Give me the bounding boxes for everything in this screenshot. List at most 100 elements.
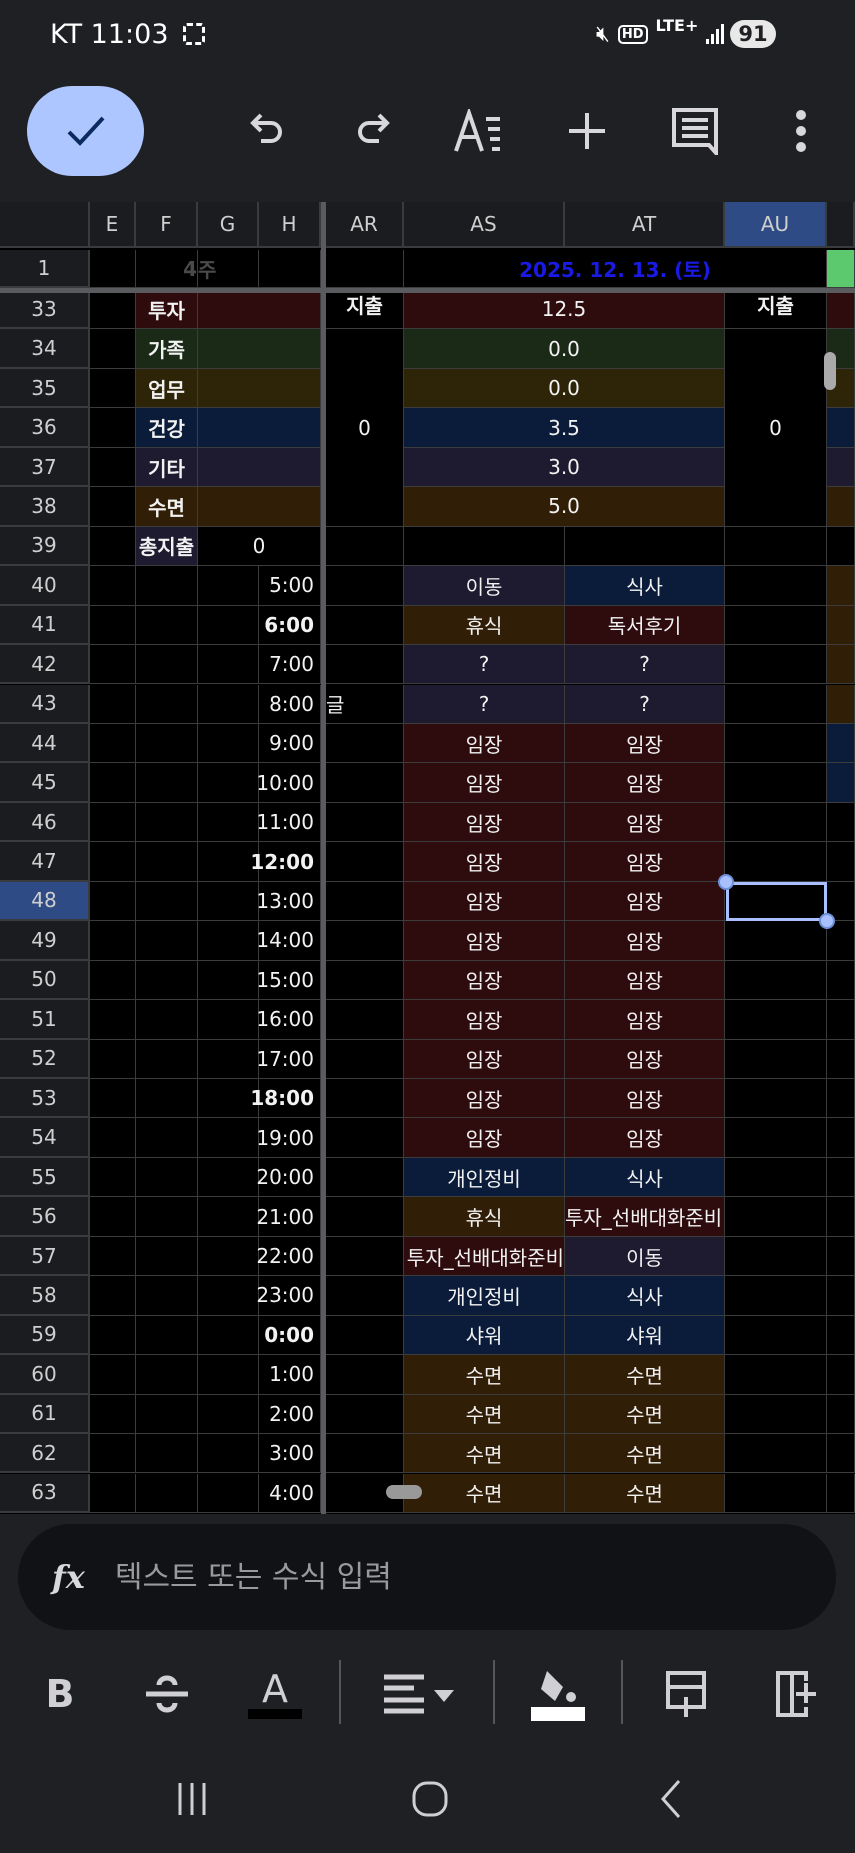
cell[interactable] xyxy=(90,447,136,488)
time-cell[interactable]: 8:00 xyxy=(259,684,321,724)
time-cell[interactable]: 23:00 xyxy=(256,1276,321,1316)
cell[interactable] xyxy=(326,1434,404,1474)
text-color-button[interactable]: A xyxy=(246,1666,304,1722)
time-cell[interactable]: 21:00 xyxy=(256,1197,321,1237)
row-header-51[interactable]: 51 xyxy=(0,1000,90,1040)
time-cell[interactable]: 20:00 xyxy=(256,1157,321,1198)
schedule-cell[interactable]: ? xyxy=(565,645,725,685)
row-header-49[interactable]: 49 xyxy=(0,921,90,961)
schedule-cell[interactable]: 임장 xyxy=(565,1118,725,1158)
cell[interactable] xyxy=(198,1394,259,1435)
cell[interactable] xyxy=(326,1000,404,1040)
cell[interactable] xyxy=(198,881,259,922)
cell[interactable] xyxy=(198,645,259,685)
cell[interactable] xyxy=(136,1473,198,1513)
cell[interactable] xyxy=(827,763,855,803)
cell[interactable] xyxy=(90,605,136,646)
column-header-f[interactable]: F xyxy=(136,202,198,248)
cell[interactable] xyxy=(198,723,259,764)
schedule-cell[interactable]: 투자_선배대화준비 xyxy=(404,1236,565,1277)
cell[interactable] xyxy=(827,1079,855,1119)
cell[interactable] xyxy=(326,1039,404,1079)
row-header-58[interactable]: 58 xyxy=(0,1276,90,1316)
time-cell[interactable]: 13:00 xyxy=(256,881,321,922)
cell[interactable] xyxy=(90,1236,136,1277)
schedule-cell[interactable]: 임장 xyxy=(404,960,565,1001)
cell[interactable] xyxy=(198,605,259,646)
cell[interactable] xyxy=(326,723,404,764)
schedule-cell[interactable]: ? xyxy=(565,684,725,724)
row-header-57[interactable]: 57 xyxy=(0,1236,90,1277)
time-cell[interactable]: 9:00 xyxy=(259,723,321,764)
recent-apps-button[interactable] xyxy=(170,1772,214,1826)
week-label-cell[interactable]: 주 xyxy=(198,250,259,288)
cell[interactable] xyxy=(198,921,259,961)
category-hours[interactable]: 5.0 xyxy=(404,487,725,527)
category-label[interactable]: 투자 xyxy=(136,290,198,330)
category-label[interactable]: 기타 xyxy=(136,447,198,488)
expense-header[interactable]: 지출 xyxy=(326,290,404,330)
row-header-46[interactable]: 46 xyxy=(0,802,90,843)
schedule-cell[interactable]: 수면 xyxy=(404,1355,565,1395)
schedule-cell[interactable]: ? xyxy=(404,645,565,685)
cell[interactable] xyxy=(198,447,321,488)
align-button[interactable] xyxy=(380,1666,460,1722)
cell[interactable] xyxy=(90,645,136,685)
schedule-cell[interactable]: 임장 xyxy=(404,842,565,882)
cell[interactable] xyxy=(725,1000,827,1040)
cell[interactable] xyxy=(90,1079,136,1119)
schedule-cell[interactable]: 임장 xyxy=(565,1039,725,1079)
date-cell[interactable]: 2025. 12. 13. (토) xyxy=(404,250,827,288)
insert-button[interactable] xyxy=(560,104,614,158)
cell[interactable] xyxy=(90,723,136,764)
row-header-60[interactable]: 60 xyxy=(0,1355,90,1395)
column-header-g[interactable]: G xyxy=(198,202,259,248)
cell[interactable] xyxy=(827,487,855,527)
cell[interactable] xyxy=(725,645,827,685)
expense-value[interactable]: 0 xyxy=(326,329,404,527)
row-header-53[interactable]: 53 xyxy=(0,1079,90,1119)
cell[interactable] xyxy=(326,921,404,961)
cell[interactable] xyxy=(198,487,321,527)
cell[interactable] xyxy=(136,566,198,606)
schedule-cell[interactable]: 임장 xyxy=(404,1118,565,1158)
cell[interactable] xyxy=(725,1355,827,1395)
cell[interactable] xyxy=(90,1039,136,1079)
schedule-cell[interactable]: 이동 xyxy=(565,1236,725,1277)
cell[interactable] xyxy=(827,447,855,488)
expense-value[interactable]: 0 xyxy=(725,329,827,527)
cell[interactable] xyxy=(198,408,321,448)
cell[interactable] xyxy=(827,526,855,567)
cell[interactable] xyxy=(198,842,259,882)
cell[interactable] xyxy=(326,763,404,803)
time-cell[interactable]: 18:00 xyxy=(250,1079,321,1119)
time-cell[interactable]: 7:00 xyxy=(259,645,321,685)
schedule-cell[interactable]: 샤워 xyxy=(404,1315,565,1356)
cell[interactable] xyxy=(198,684,259,724)
cell[interactable] xyxy=(136,1079,198,1119)
cell[interactable] xyxy=(90,684,136,724)
undo-button[interactable] xyxy=(240,104,294,158)
cell[interactable] xyxy=(725,566,827,606)
column-header-as[interactable]: AS xyxy=(404,202,565,248)
time-cell[interactable]: 19:00 xyxy=(256,1118,321,1158)
row-header-55[interactable]: 55 xyxy=(0,1157,90,1198)
schedule-cell[interactable]: 임장 xyxy=(404,881,565,922)
schedule-cell[interactable]: 샤워 xyxy=(565,1315,725,1356)
row-header-33[interactable]: 33 xyxy=(0,290,90,330)
schedule-cell[interactable]: ? xyxy=(404,684,565,724)
row-header-45[interactable]: 45 xyxy=(0,763,90,803)
cell[interactable] xyxy=(90,1473,136,1513)
cell[interactable] xyxy=(725,526,827,567)
schedule-cell[interactable]: 이동 xyxy=(404,566,565,606)
row-header-36[interactable]: 36 xyxy=(0,408,90,448)
text-format-button[interactable] xyxy=(452,104,506,158)
cell[interactable] xyxy=(725,763,827,803)
cell[interactable] xyxy=(136,645,198,685)
cell[interactable] xyxy=(827,1157,855,1198)
row-header-59[interactable]: 59 xyxy=(0,1315,90,1356)
cell[interactable] xyxy=(136,1118,198,1158)
cell[interactable] xyxy=(326,1236,404,1277)
cell[interactable] xyxy=(90,763,136,803)
cell[interactable] xyxy=(136,1434,198,1474)
